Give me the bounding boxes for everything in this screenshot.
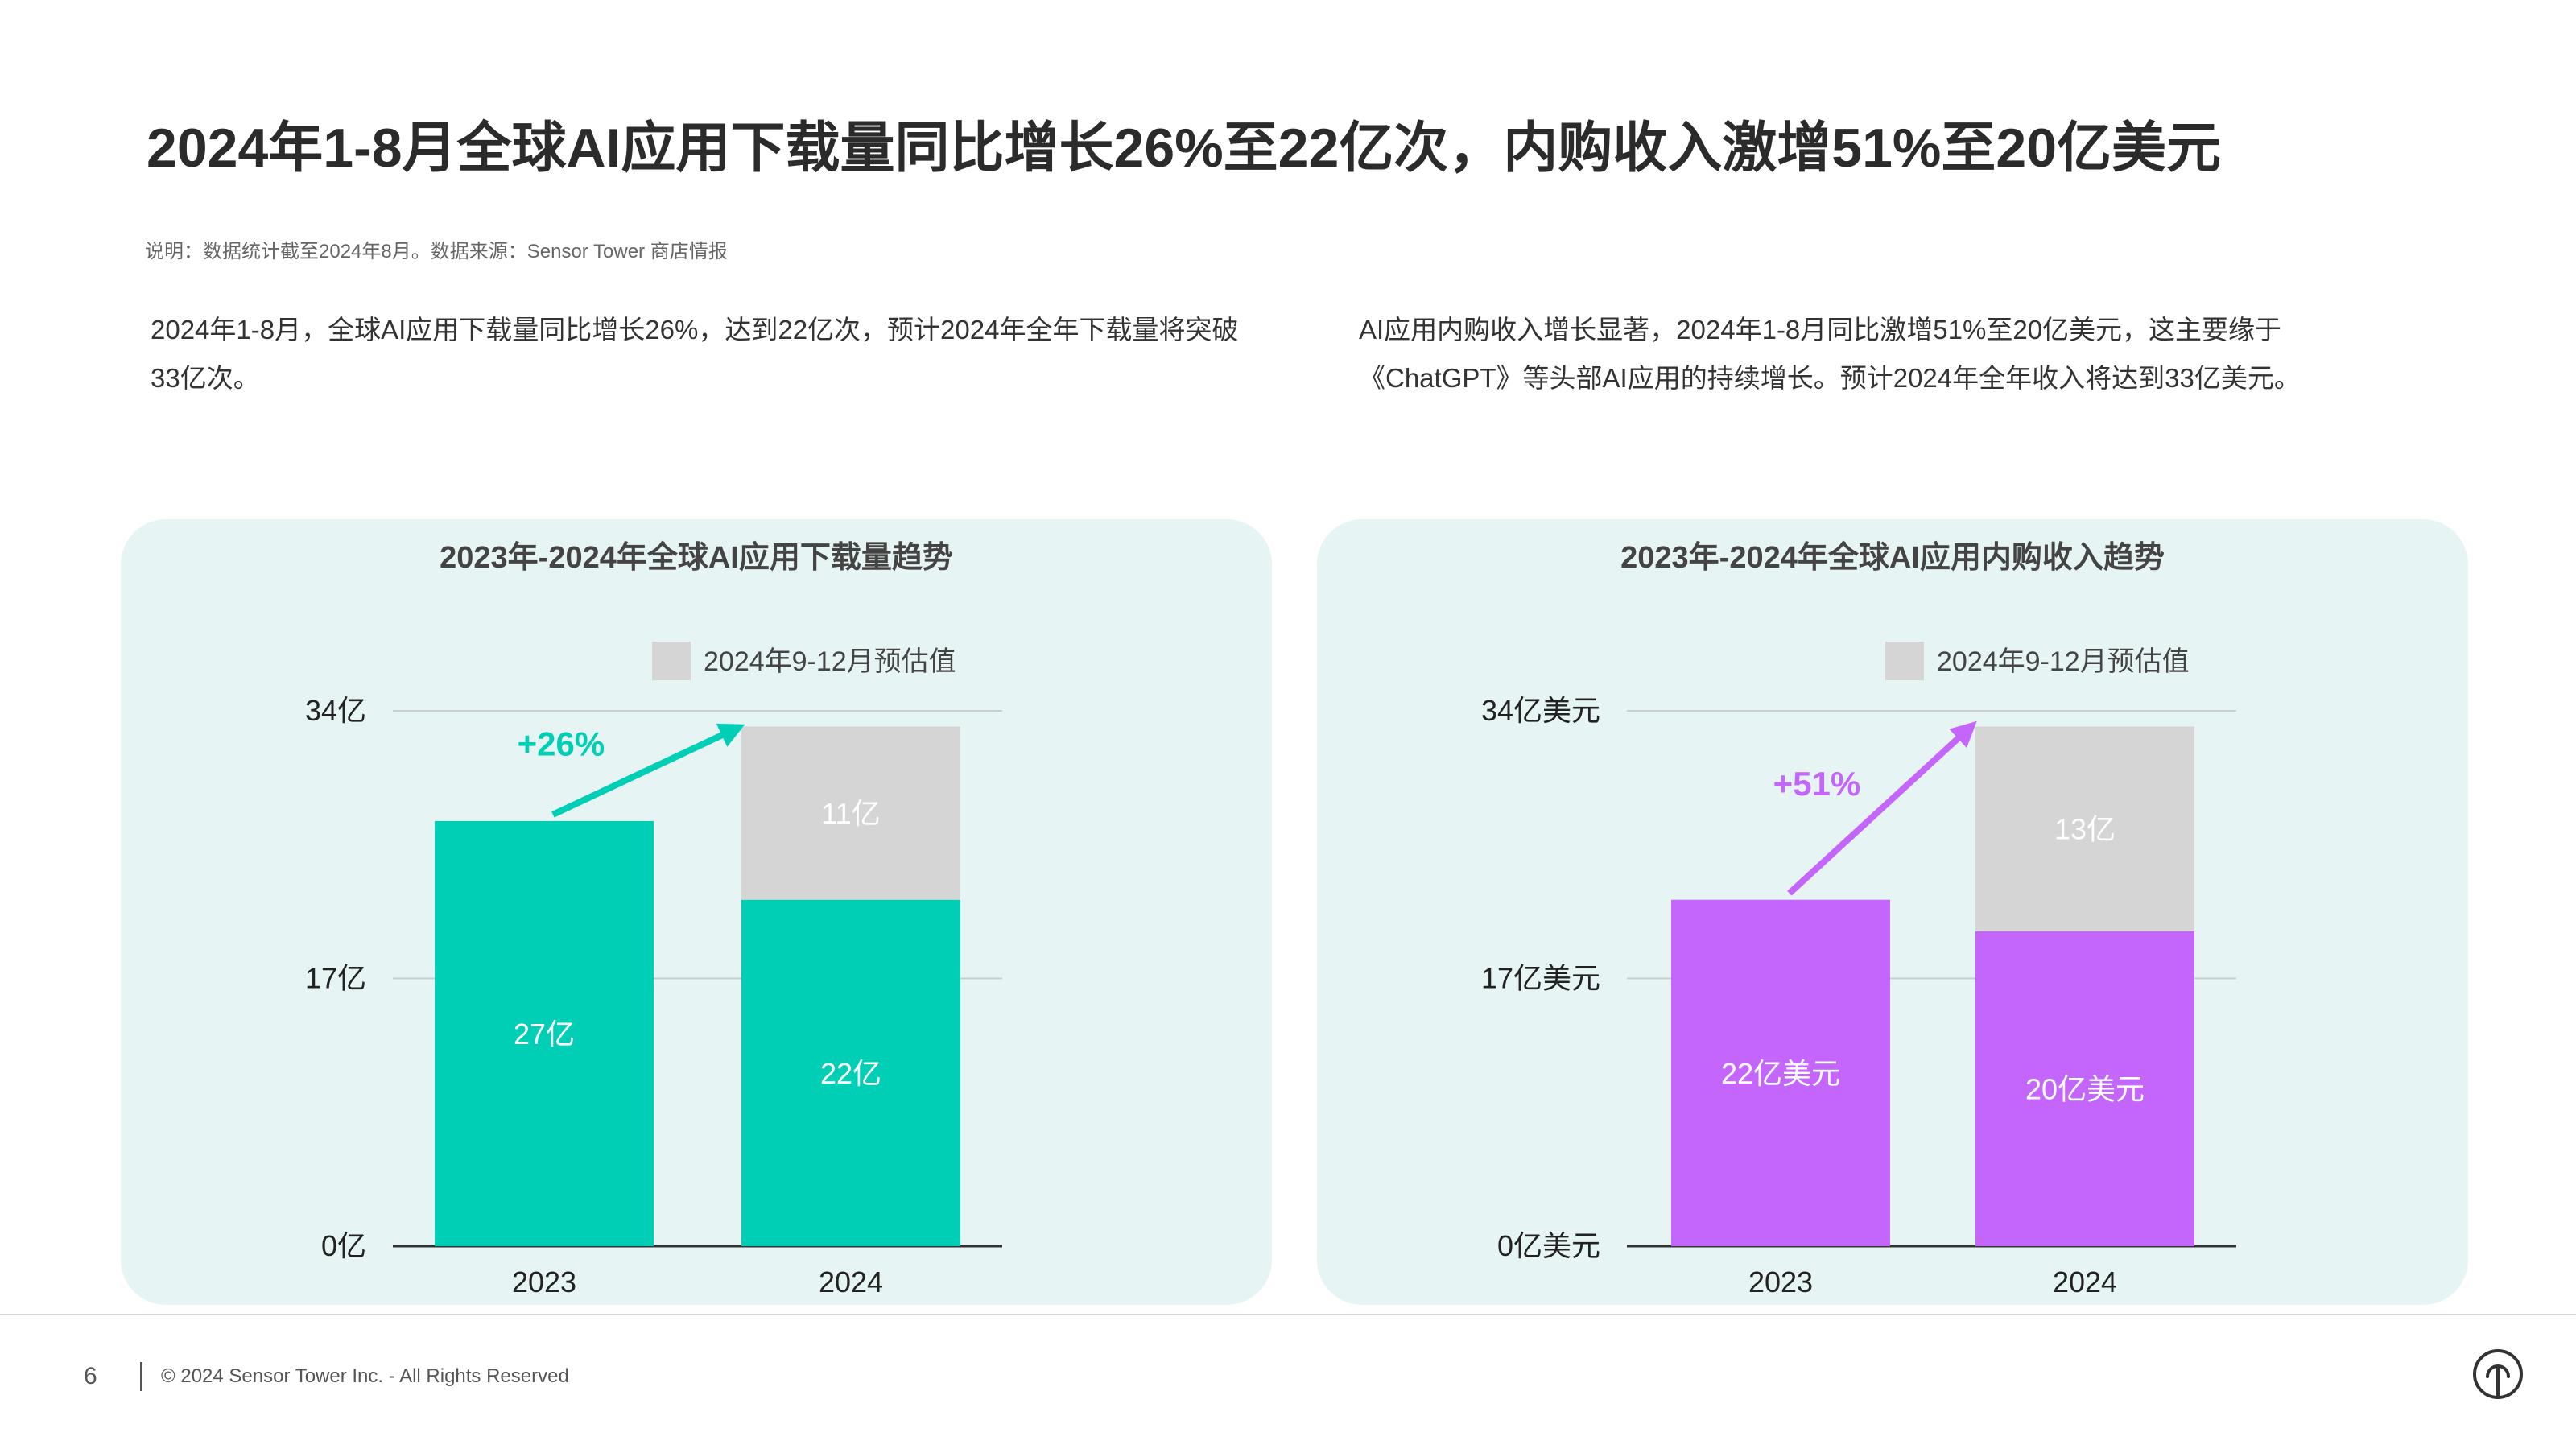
legend-swatch	[652, 642, 691, 680]
x-tick-label: 2023	[512, 1265, 576, 1298]
revenue-description: AI应用内购收入增长显著，2024年1-8月同比激增51%至20亿美元，这主要缘…	[1359, 315, 2301, 393]
chart-title: 2023年-2024年全球AI应用内购收入趋势	[1620, 540, 2165, 575]
bar-actual	[1671, 899, 1890, 1246]
copyright: © 2024 Sensor Tower Inc. - All Rights Re…	[161, 1365, 569, 1387]
bar-actual	[435, 820, 654, 1246]
revenue-chart: 2023年-2024年全球AI应用内购收入趋势 0亿美元 17亿美元 34亿美元 22亿…	[1481, 540, 2236, 1298]
data-label: 11亿	[821, 797, 880, 830]
sensor-tower-logo-icon	[2473, 1349, 2523, 1399]
bar-estimate	[1975, 726, 2194, 931]
footer-separator	[140, 1362, 142, 1391]
growth-arrow	[551, 723, 745, 818]
growth-label: +51%	[1773, 765, 1861, 803]
downloads-chart-panel: 2023年-2024年全球AI应用下载量趋势 0亿 17亿 34亿 27亿 2023 22亿…	[121, 519, 1272, 1305]
page-number: 6	[84, 1363, 97, 1389]
downloads-chart: 2023年-2024年全球AI应用下载量趋势 0亿 17亿 34亿 27亿 2023 22亿…	[305, 540, 1002, 1298]
bar-actual	[741, 899, 960, 1246]
page-title: 2024年1-8月全球AI应用下载量同比增长26%至22亿次，内购收入激增51%…	[147, 118, 2222, 179]
bar-estimate	[741, 726, 960, 900]
growth-arrow	[1787, 720, 1977, 896]
y-tick-label: 34亿	[305, 694, 366, 727]
data-label: 27亿	[514, 1018, 575, 1051]
y-tick-label: 17亿美元	[1481, 962, 1600, 995]
y-tick-label: 0亿美元	[1497, 1229, 1600, 1262]
legend-swatch	[1885, 642, 1924, 680]
data-label: 13亿	[2054, 813, 2116, 846]
y-tick-label: 0亿	[321, 1229, 366, 1262]
legend-label: 2024年9-12月预估值	[1937, 646, 2190, 677]
growth-label: +26%	[518, 725, 605, 763]
footer-divider	[0, 1314, 2576, 1315]
y-tick-label: 17亿	[305, 962, 366, 995]
revenue-chart-panel: 2023年-2024年全球AI应用内购收入趋势 0亿美元 17亿美元 34亿美元 22亿…	[1317, 519, 2468, 1305]
x-tick-label: 2024	[819, 1265, 883, 1298]
x-tick-label: 2023	[1748, 1265, 1813, 1298]
data-label: 20亿美元	[2025, 1072, 2145, 1105]
source-note: 说明：数据统计截至2024年8月。数据来源：Sensor Tower 商店情报	[145, 241, 728, 262]
data-label: 22亿	[820, 1057, 881, 1090]
legend-label: 2024年9-12月预估值	[704, 646, 956, 677]
data-label: 22亿美元	[1721, 1057, 1840, 1090]
bar-actual	[1975, 931, 2194, 1246]
chart-title: 2023年-2024年全球AI应用下载量趋势	[440, 540, 953, 575]
y-tick-label: 34亿美元	[1481, 694, 1600, 727]
downloads-description: 2024年1-8月，全球AI应用下载量同比增长26%，达到22亿次，预计2024…	[151, 315, 1239, 393]
x-tick-label: 2024	[2053, 1265, 2117, 1298]
